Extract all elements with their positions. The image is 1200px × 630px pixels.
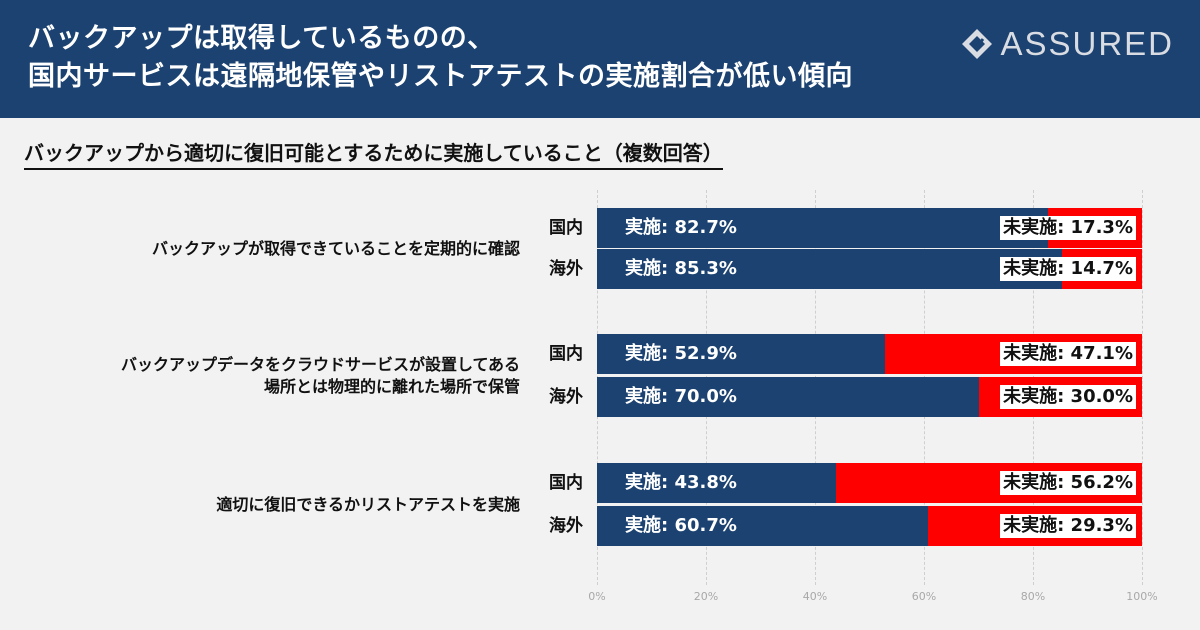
data-label-not-done: 未実施: 17.3% xyxy=(1000,216,1136,240)
category-label-line: バックアップが取得できていることを定期的に確認 xyxy=(151,238,520,258)
data-label-done: 実施: 85.3% xyxy=(625,258,737,279)
category-label-line: 適切に復旧できるかリストアテストを実施 xyxy=(216,494,520,514)
bar-row: 実施: 43.8% 未実施: 56.2% xyxy=(597,463,1142,503)
data-label-done: 実施: 52.9% xyxy=(625,343,737,364)
page-title-line-2: 国内サービスは遠隔地保管やリストアテストの実施割合が低い傾向 xyxy=(28,61,853,92)
region-label: 国内 xyxy=(549,218,583,238)
bar-row: 実施: 82.7% 未実施: 17.3% xyxy=(597,208,1142,248)
data-label-done: 実施: 60.7% xyxy=(625,515,737,536)
x-tick-label: 0% xyxy=(588,590,606,603)
bar-row: 実施: 60.7% 未実施: 29.3% xyxy=(597,506,1142,546)
diamond-logo-icon xyxy=(962,29,993,59)
brand-logo: ASSURED xyxy=(960,24,1174,64)
bar-segment-done xyxy=(597,506,928,546)
data-label-done: 実施: 43.8% xyxy=(625,472,737,493)
bar-segment-done xyxy=(597,463,836,503)
region-label: 国内 xyxy=(549,344,583,364)
bar-row: 実施: 70.0% 未実施: 30.0% xyxy=(597,377,1142,417)
page-title-line-1: バックアップは取得しているものの、 xyxy=(28,23,495,54)
region-label: 海外 xyxy=(549,387,583,407)
x-tick-label: 20% xyxy=(693,590,719,603)
page-title: バックアップは取得しているものの、 国内サービスは遠隔地保管やリストアテストの実… xyxy=(28,20,853,96)
data-label-not-done: 未実施: 29.3% xyxy=(1000,514,1136,538)
data-label-not-done: 未実施: 47.1% xyxy=(1000,342,1136,366)
data-label-done: 実施: 70.0% xyxy=(625,386,737,407)
chart-title: バックアップから適切に復旧可能とするために実施していること（複数回答） xyxy=(24,137,723,170)
x-tick-label: 100% xyxy=(1126,590,1158,603)
category-label-line: バックアップデータをクラウドサービスが設置してある xyxy=(120,354,520,374)
data-label-done: 実施: 82.7% xyxy=(625,217,737,238)
brand-logo-text: ASSURED xyxy=(1000,25,1174,62)
bar-row: 実施: 85.3% 未実施: 14.7% xyxy=(597,249,1142,289)
header-banner: バックアップは取得しているものの、 国内サービスは遠隔地保管やリストアテストの実… xyxy=(0,0,1200,118)
category-label: バックアップデータをクラウドサービスが設置してある 場所とは物理的に離れた場所で保… xyxy=(0,354,520,398)
x-tick-label: 80% xyxy=(1020,590,1046,603)
bar-segment-done xyxy=(597,377,979,417)
bar-row: 実施: 52.9% 未実施: 47.1% xyxy=(597,334,1142,374)
gridline xyxy=(1142,190,1143,585)
bar-segment-done xyxy=(597,249,1062,289)
bar-segment-done xyxy=(597,334,886,374)
bar-segment-done xyxy=(597,208,1048,248)
data-label-not-done: 未実施: 14.7% xyxy=(1000,257,1136,281)
region-label: 海外 xyxy=(549,516,583,536)
x-tick-label: 40% xyxy=(802,590,828,603)
data-label-not-done: 未実施: 56.2% xyxy=(1000,471,1136,495)
category-label: バックアップが取得できていることを定期的に確認 xyxy=(0,238,520,260)
data-label-not-done: 未実施: 30.0% xyxy=(1000,385,1136,409)
category-label-line: 場所とは物理的に離れた場所で保管 xyxy=(263,376,520,396)
region-label: 国内 xyxy=(549,473,583,493)
category-label: 適切に復旧できるかリストアテストを実施 xyxy=(0,494,520,516)
region-label: 海外 xyxy=(549,259,583,279)
x-tick-label: 60% xyxy=(911,590,937,603)
